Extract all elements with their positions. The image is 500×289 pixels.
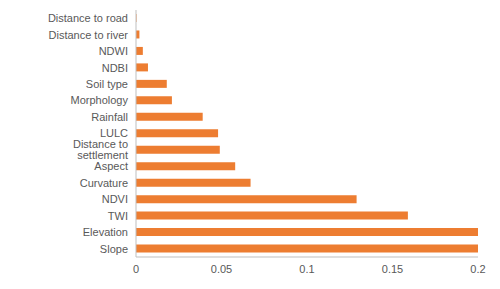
svg-text:0.05: 0.05: [211, 263, 232, 275]
svg-text:TWI: TWI: [108, 210, 128, 222]
svg-text:NDBI: NDBI: [102, 62, 128, 74]
svg-text:NDVI: NDVI: [102, 193, 128, 205]
svg-text:0.2: 0.2: [470, 263, 485, 275]
svg-text:Distance to river: Distance to river: [49, 29, 129, 41]
svg-text:LULC: LULC: [99, 127, 128, 140]
svg-text:Distance tosettlement: Distance tosettlement: [73, 138, 128, 161]
svg-text:Curvature: Curvature: [80, 177, 128, 189]
svg-text:NDWI: NDWI: [99, 45, 128, 57]
svg-text:0.1: 0.1: [299, 263, 314, 275]
svg-text:0: 0: [133, 263, 139, 275]
svg-text:Slope: Slope: [100, 243, 128, 255]
svg-text:Aspect: Aspect: [94, 160, 128, 172]
svg-text:Rainfall: Rainfall: [91, 111, 128, 123]
svg-text:Distance to road: Distance to road: [48, 12, 128, 24]
svg-text:Morphology: Morphology: [71, 94, 129, 106]
svg-text:Soil type: Soil type: [86, 78, 128, 90]
svg-text:Elevation: Elevation: [83, 226, 128, 238]
svg-text:0.15: 0.15: [382, 263, 403, 275]
